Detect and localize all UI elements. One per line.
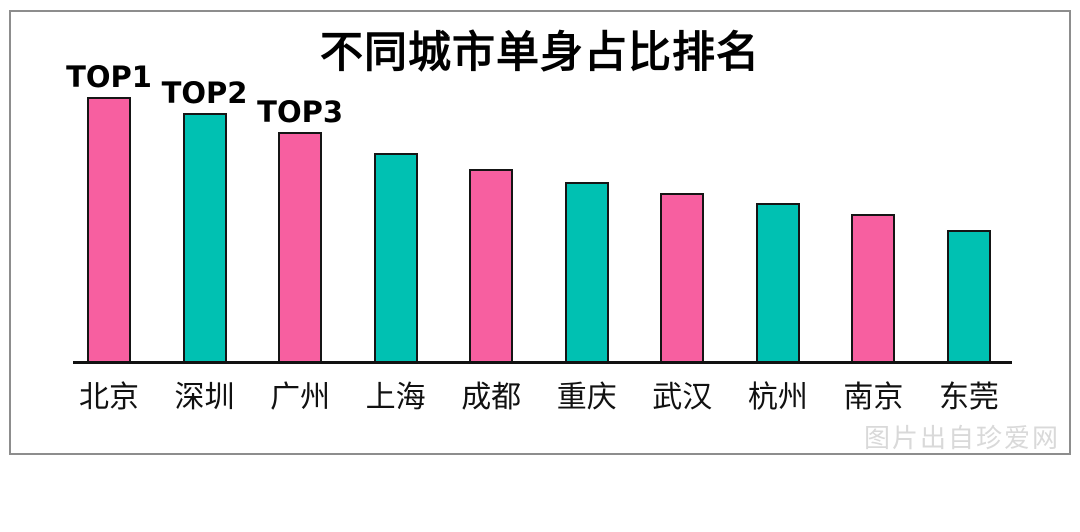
x-tick-label-10: 东莞: [938, 380, 999, 415]
bar-10: [946, 230, 991, 363]
watermark: 图片出自珍爱网: [863, 424, 1060, 454]
top-rank-label-1: TOP1: [66, 60, 152, 94]
top-rank-label-2: TOP2: [161, 75, 248, 110]
x-tick-label-8: 杭州: [747, 380, 808, 415]
x-tick-label-5: 成都: [461, 380, 522, 415]
x-tick-label-2: 深圳: [174, 380, 235, 415]
bar-5: [469, 168, 514, 363]
x-tick-label-6: 重庆: [556, 380, 617, 415]
x-tick-label-7: 武汉: [652, 380, 713, 415]
top-rank-label-3: TOP3: [257, 94, 344, 129]
bar-9: [851, 214, 896, 363]
bar-7: [660, 192, 705, 363]
chart-title: 不同城市单身占比排名: [320, 28, 760, 78]
x-axis-line: [73, 361, 1012, 364]
bar-8: [755, 203, 800, 363]
x-tick-label-4: 上海: [365, 380, 426, 415]
bar-4: [373, 152, 418, 363]
x-tick-label-3: 广州: [270, 380, 331, 415]
bar-6: [564, 182, 609, 363]
bar-2: [182, 112, 227, 363]
x-tick-label-1: 北京: [79, 380, 139, 415]
x-tick-label-9: 南京: [843, 380, 904, 415]
bar-3: [278, 131, 323, 363]
bar-1: [87, 97, 131, 363]
